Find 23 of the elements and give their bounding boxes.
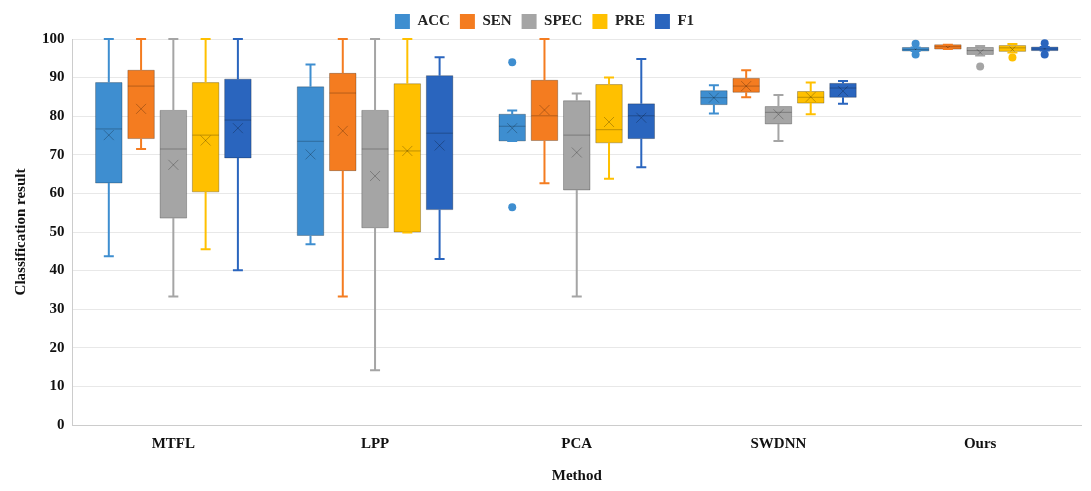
y-tick-label: 30 bbox=[49, 300, 65, 317]
x-tick-label: LPP bbox=[360, 434, 390, 451]
legend-label: F1 bbox=[677, 12, 695, 29]
x-tick-label: MTFL bbox=[151, 434, 196, 451]
x-tick-label: Ours bbox=[963, 434, 997, 451]
y-axis-title: Classification result bbox=[11, 168, 28, 296]
y-tick-label: 70 bbox=[49, 145, 65, 162]
legend-label: SPEC bbox=[544, 12, 583, 29]
x-tick-label: PCA bbox=[561, 434, 593, 451]
y-tick-label: 20 bbox=[49, 338, 65, 355]
x-tick-label: SWDNN bbox=[750, 434, 807, 451]
y-tick-label: 60 bbox=[49, 184, 65, 201]
y-tick-label: 10 bbox=[49, 377, 65, 394]
y-tick-label: 90 bbox=[49, 68, 65, 85]
y-tick-label: 80 bbox=[49, 107, 65, 124]
x-axis-title: Method bbox=[551, 466, 603, 483]
legend-label: ACC bbox=[417, 12, 450, 29]
y-tick-label: 100 bbox=[42, 29, 65, 46]
legend-label: SEN bbox=[482, 12, 512, 29]
legend-label: PRE bbox=[614, 12, 645, 29]
y-tick-label: 40 bbox=[49, 261, 65, 278]
y-tick-label: 50 bbox=[49, 222, 65, 239]
y-tick-label: 0 bbox=[57, 415, 65, 432]
